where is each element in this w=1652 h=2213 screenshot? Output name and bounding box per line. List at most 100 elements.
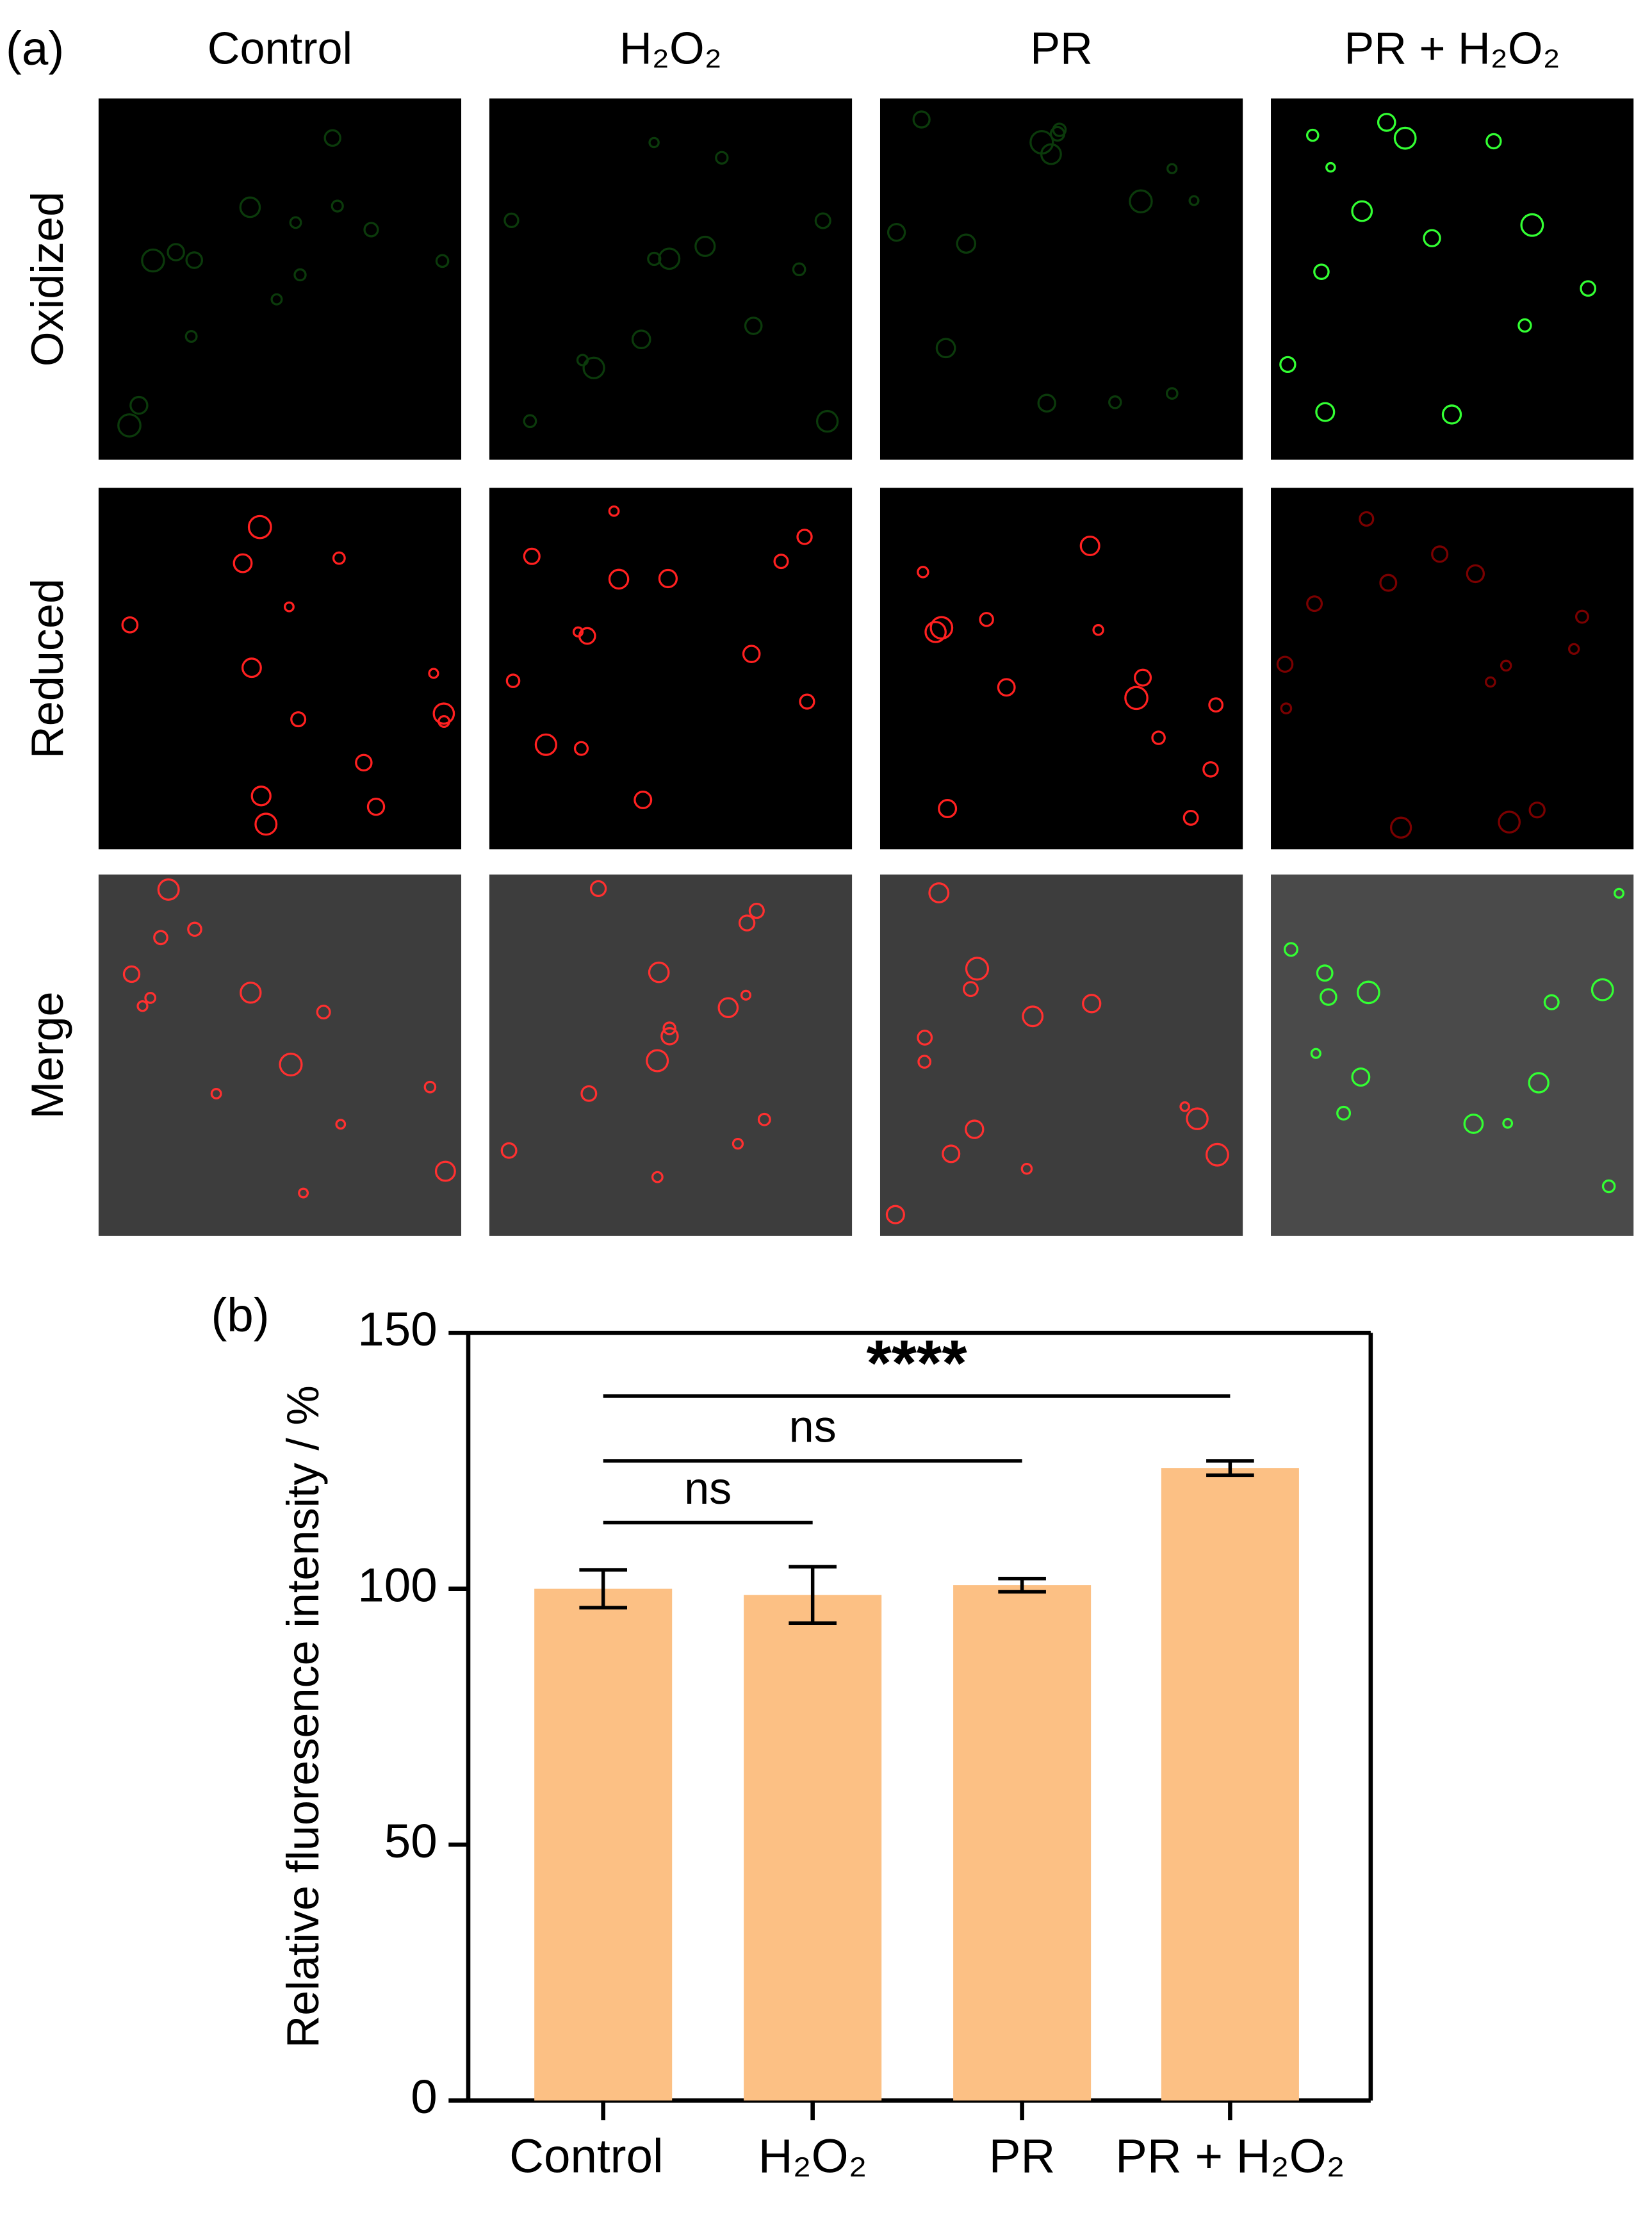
cell [534, 733, 557, 756]
cell [694, 235, 716, 258]
error-bar [998, 1576, 1046, 1594]
cell [1179, 1101, 1190, 1112]
cell [187, 921, 202, 937]
cell [1306, 595, 1323, 613]
micrograph [1271, 874, 1634, 1236]
cell [1528, 802, 1546, 819]
cell [651, 1171, 664, 1183]
cell [799, 693, 815, 710]
column-label: PR + H₂O₂ [1344, 23, 1560, 74]
cell [121, 616, 139, 634]
cell [247, 514, 272, 539]
cell [122, 965, 141, 983]
cell [1188, 195, 1200, 206]
cell [1037, 393, 1056, 413]
cell [1316, 964, 1334, 982]
cell [929, 616, 954, 640]
cell [1165, 387, 1179, 400]
cell [1614, 887, 1624, 899]
cell [1020, 1162, 1033, 1175]
cell [580, 1085, 598, 1102]
micrograph [98, 488, 462, 850]
cell [647, 251, 662, 267]
cell [715, 151, 729, 165]
cell [1279, 356, 1296, 374]
cell [254, 812, 278, 836]
cell [1567, 643, 1580, 655]
cell [748, 902, 765, 919]
cell [1441, 404, 1462, 425]
cell [1463, 1114, 1484, 1134]
cell [1208, 697, 1224, 713]
cell [942, 1144, 961, 1164]
cell [646, 1049, 669, 1073]
cell [331, 199, 344, 213]
cell [363, 222, 379, 238]
cell [1484, 676, 1496, 688]
cell [742, 645, 761, 663]
micrograph [489, 488, 853, 850]
cell [1313, 263, 1330, 280]
cell [773, 554, 789, 570]
cell [241, 657, 262, 679]
cell [290, 711, 307, 728]
cell [1423, 229, 1441, 247]
x-tick-label: H₂O₂ [758, 2128, 867, 2182]
cell [572, 626, 584, 638]
cell [814, 212, 831, 229]
cell [589, 880, 607, 898]
y-tick-label: 100 [357, 1558, 437, 1611]
cell [1543, 994, 1560, 1010]
cell [662, 1021, 676, 1035]
cell [117, 413, 142, 438]
cell [523, 547, 541, 565]
cell [185, 251, 204, 269]
cell [1305, 128, 1320, 142]
cell [1280, 702, 1293, 714]
cell [505, 673, 521, 688]
cell [1393, 126, 1417, 150]
cell [250, 786, 272, 807]
cell [435, 254, 450, 268]
cell [1315, 402, 1336, 422]
micrograph [98, 98, 462, 460]
cell [732, 1138, 744, 1150]
cell [141, 248, 165, 273]
cell [1357, 980, 1380, 1005]
bar [1161, 1468, 1299, 2101]
panel-label: (a) [6, 21, 64, 75]
cell [1022, 1005, 1044, 1028]
x-tick-label: PR + H₂O₂ [1115, 2128, 1345, 2182]
micrograph [879, 98, 1243, 460]
micrograph [879, 488, 1243, 850]
cell [885, 1205, 905, 1224]
cell [500, 1142, 518, 1159]
cell [503, 212, 519, 229]
cell [366, 797, 386, 816]
error-bar [1206, 1459, 1254, 1477]
cell [184, 330, 198, 343]
cell [1320, 988, 1337, 1006]
cell [917, 1055, 932, 1069]
significance-label: ns [684, 1463, 732, 1513]
cell [279, 1052, 303, 1077]
cell [1108, 395, 1122, 409]
cell [293, 268, 307, 282]
cell [1500, 659, 1512, 672]
cell [792, 262, 806, 277]
cell [912, 110, 931, 129]
x-tick-label: Control [509, 2128, 663, 2182]
cell [938, 798, 958, 819]
cell [1202, 761, 1219, 778]
cell [660, 1027, 679, 1046]
cell [1574, 609, 1589, 624]
row-label: Reduced [22, 579, 72, 759]
cell [428, 668, 439, 679]
cell [757, 1112, 771, 1126]
cell [1049, 126, 1066, 142]
cell [1205, 1142, 1229, 1167]
cell [1336, 1105, 1352, 1121]
cell [283, 601, 295, 613]
cell [523, 414, 537, 429]
